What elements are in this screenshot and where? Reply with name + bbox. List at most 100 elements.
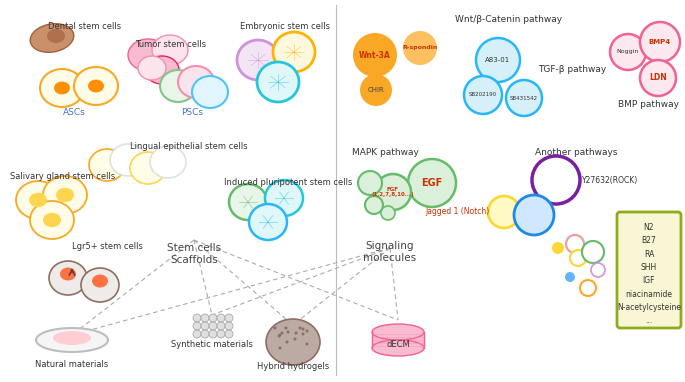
Text: Jagged 1 (Notch): Jagged 1 (Notch) — [426, 207, 490, 217]
Ellipse shape — [145, 56, 179, 84]
Text: niacinamide: niacinamide — [625, 290, 673, 299]
Text: EGF: EGF — [421, 178, 443, 188]
Circle shape — [279, 346, 282, 350]
Text: Lgr5+ stem cells: Lgr5+ stem cells — [72, 242, 143, 251]
Text: FGF
(1,2,7,8,10...): FGF (1,2,7,8,10...) — [372, 186, 414, 197]
Circle shape — [306, 330, 308, 332]
Circle shape — [277, 335, 280, 338]
Text: dECM: dECM — [386, 340, 410, 349]
Ellipse shape — [47, 29, 65, 43]
Circle shape — [225, 314, 233, 322]
Text: Dental stem cells: Dental stem cells — [48, 22, 121, 31]
Circle shape — [464, 76, 502, 114]
Text: SHH: SHH — [641, 263, 657, 272]
Circle shape — [570, 250, 586, 266]
Text: B27: B27 — [642, 236, 656, 245]
Circle shape — [306, 343, 308, 345]
Circle shape — [301, 327, 305, 330]
Circle shape — [217, 322, 225, 330]
Circle shape — [217, 314, 225, 322]
Text: Noggin: Noggin — [616, 50, 639, 55]
Circle shape — [193, 330, 201, 338]
Text: ...: ... — [645, 316, 653, 325]
Ellipse shape — [138, 56, 166, 80]
Text: Hybrid hydrogels: Hybrid hydrogels — [257, 362, 329, 371]
Circle shape — [566, 235, 584, 253]
Circle shape — [532, 156, 580, 204]
Text: MAPK pathway: MAPK pathway — [352, 148, 419, 157]
Circle shape — [279, 333, 282, 337]
Circle shape — [209, 322, 217, 330]
Circle shape — [488, 196, 520, 228]
Ellipse shape — [92, 275, 108, 288]
Circle shape — [295, 332, 297, 335]
Text: TGF-β pathway: TGF-β pathway — [538, 65, 606, 74]
Text: SB431542: SB431542 — [510, 96, 538, 100]
Text: Y27632(ROCK): Y27632(ROCK) — [582, 175, 638, 185]
Circle shape — [381, 206, 395, 220]
FancyBboxPatch shape — [617, 212, 681, 328]
Text: ASCs: ASCs — [62, 108, 86, 117]
Text: BMP4: BMP4 — [649, 39, 671, 45]
Circle shape — [552, 242, 564, 254]
Ellipse shape — [265, 180, 303, 216]
Ellipse shape — [372, 340, 424, 356]
Circle shape — [580, 280, 596, 296]
Circle shape — [209, 314, 217, 322]
Circle shape — [582, 241, 604, 263]
Text: Salivary gland stem cells: Salivary gland stem cells — [10, 172, 115, 181]
Ellipse shape — [16, 181, 60, 219]
Ellipse shape — [266, 319, 320, 365]
Ellipse shape — [257, 62, 299, 102]
Circle shape — [514, 195, 554, 235]
Circle shape — [591, 263, 605, 277]
Circle shape — [299, 327, 301, 330]
Circle shape — [201, 330, 209, 338]
Circle shape — [280, 332, 284, 335]
Text: Scaffolds: Scaffolds — [170, 255, 218, 265]
Circle shape — [201, 314, 209, 322]
Text: Stem cells: Stem cells — [167, 243, 221, 253]
Circle shape — [301, 332, 305, 335]
Circle shape — [273, 327, 277, 330]
Ellipse shape — [88, 79, 104, 92]
Circle shape — [201, 322, 209, 330]
Circle shape — [408, 159, 456, 207]
Ellipse shape — [192, 76, 228, 108]
Ellipse shape — [130, 152, 166, 184]
Circle shape — [286, 340, 288, 343]
Circle shape — [286, 330, 290, 333]
Text: N-acetylcysteine: N-acetylcysteine — [617, 303, 681, 312]
Text: IGF: IGF — [643, 276, 656, 285]
Circle shape — [225, 330, 233, 338]
Circle shape — [360, 74, 392, 106]
Text: Embryonic stem cells: Embryonic stem cells — [240, 22, 330, 31]
Circle shape — [403, 31, 437, 65]
Text: BMP pathway: BMP pathway — [618, 100, 679, 109]
Circle shape — [225, 322, 233, 330]
Text: RA: RA — [644, 250, 654, 259]
Ellipse shape — [54, 82, 70, 94]
Ellipse shape — [49, 261, 87, 295]
Ellipse shape — [89, 149, 125, 181]
Ellipse shape — [43, 213, 61, 227]
Text: N2: N2 — [644, 223, 654, 232]
Ellipse shape — [249, 204, 287, 240]
Circle shape — [293, 338, 297, 340]
Ellipse shape — [40, 69, 84, 107]
Text: A83-01: A83-01 — [486, 57, 510, 63]
Circle shape — [358, 171, 382, 195]
Circle shape — [353, 33, 397, 77]
Ellipse shape — [81, 268, 119, 302]
Text: Tumor stem cells: Tumor stem cells — [135, 40, 206, 49]
Circle shape — [284, 327, 288, 330]
Circle shape — [193, 322, 201, 330]
Ellipse shape — [29, 193, 47, 207]
Circle shape — [375, 174, 411, 210]
Ellipse shape — [43, 176, 87, 214]
Ellipse shape — [150, 146, 186, 178]
Circle shape — [365, 196, 383, 214]
Ellipse shape — [229, 184, 267, 220]
Ellipse shape — [273, 32, 315, 72]
Text: Induced pluripotent stem cells: Induced pluripotent stem cells — [224, 178, 352, 187]
